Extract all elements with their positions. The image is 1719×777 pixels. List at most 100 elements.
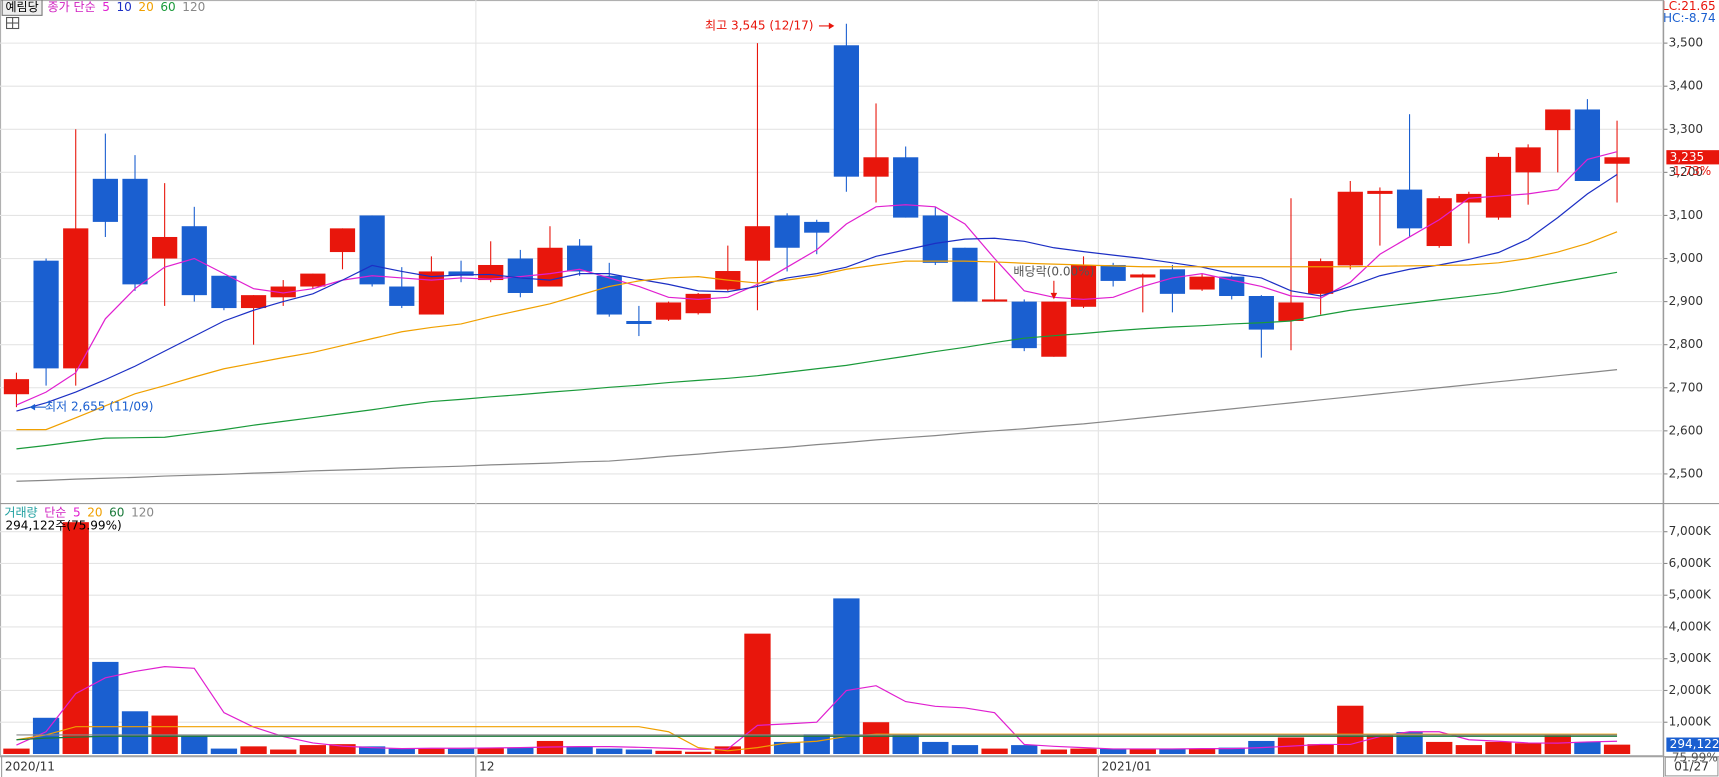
- volume-bar: [892, 735, 919, 754]
- volume-bar: [1337, 705, 1364, 754]
- volume-bar: [1485, 741, 1512, 754]
- volume-bar: [329, 744, 356, 754]
- candle-body: [418, 271, 445, 315]
- candle-body: [448, 271, 474, 276]
- ma-line: [16, 735, 1618, 741]
- volume-bar: [388, 748, 415, 754]
- x-tick-label: 2021/01: [1102, 760, 1152, 774]
- candle-body: [1248, 296, 1274, 330]
- y-tick-label: 6,000K: [1669, 556, 1712, 570]
- volume-bar: [270, 749, 297, 754]
- candle-body: [92, 178, 118, 222]
- volume-bar: [299, 745, 327, 754]
- legend-entry: 60: [160, 0, 175, 14]
- volume-bar: [1040, 749, 1068, 754]
- volume-bar: [181, 736, 208, 754]
- candle-body: [655, 302, 682, 320]
- y-tick-label: 2,900: [1669, 294, 1704, 308]
- candle-body: [596, 275, 622, 315]
- volume-bar: [803, 734, 830, 754]
- ma-line: [16, 726, 1618, 752]
- stock-name-box: [1, 0, 43, 16]
- lc-label: LC:21.65: [1662, 0, 1716, 13]
- volume-bar: [981, 748, 1008, 754]
- x-tick-label: 12: [479, 760, 494, 774]
- candle-body: [1396, 189, 1423, 229]
- candle-body: [774, 215, 800, 248]
- candle-body: [744, 226, 771, 261]
- candle-body: [1426, 198, 1452, 247]
- volume-bar: [358, 746, 386, 754]
- ma-line: [16, 271, 1618, 450]
- x-tick-label: 2020/11: [5, 760, 55, 774]
- y-tick-label: 3,100: [1669, 208, 1704, 222]
- y-tick-label: 3,500: [1669, 36, 1704, 50]
- ma-line: [16, 173, 1618, 412]
- volume-bar: [1514, 743, 1542, 754]
- volume-bar: [922, 741, 949, 754]
- low-note: 최저 2,655 (11/09): [45, 400, 153, 414]
- candle-body: [63, 228, 89, 369]
- y-tick-label: 5,000K: [1669, 588, 1712, 602]
- volume-bar: [833, 598, 860, 754]
- candle-body: [863, 157, 889, 177]
- volume-bar: [1426, 741, 1453, 754]
- volume-bar: [1011, 745, 1038, 754]
- candle-body: [122, 178, 148, 285]
- candle-body: [211, 275, 237, 309]
- candle-body: [1159, 269, 1186, 294]
- volume-bar: [1129, 748, 1156, 754]
- y-tick-label: 3,000: [1669, 251, 1704, 265]
- legend-entry: 5: [102, 0, 110, 14]
- candle-body: [1100, 264, 1126, 281]
- volume-bar: [773, 741, 801, 754]
- volume-bar: [1574, 741, 1601, 754]
- candle-body: [33, 260, 59, 369]
- volume-bar: [1218, 747, 1245, 754]
- volume-bar: [121, 711, 149, 754]
- note-arrowhead: [1050, 292, 1058, 300]
- candle-body: [152, 236, 178, 259]
- candle-body: [1337, 191, 1363, 266]
- ma-line: [16, 231, 1618, 431]
- candle-body: [981, 299, 1008, 302]
- candle-body: [389, 286, 415, 306]
- legend-entry: 20: [87, 505, 102, 519]
- candle-body: [478, 264, 504, 281]
- hc-label: HC:-8.74: [1663, 11, 1716, 25]
- candle-body: [1545, 109, 1571, 131]
- stock-name: 예림당: [5, 0, 38, 14]
- volume-bar: [1159, 748, 1186, 754]
- y-tick-label: 7,000K: [1669, 524, 1712, 538]
- candle-body: [1130, 274, 1156, 278]
- volume-bar: [1366, 734, 1394, 754]
- ma-line: [16, 151, 1618, 406]
- price-tag-label: 3,235: [1670, 150, 1705, 164]
- candle-body: [1604, 157, 1630, 164]
- volume-bar: [1307, 744, 1334, 754]
- volume-bar: [210, 748, 238, 754]
- event-note: 배당락(0.00%): [1013, 265, 1094, 279]
- legend-entry: 60: [109, 505, 124, 519]
- legend-title: 종가 단순: [48, 0, 96, 14]
- volume-bar: [1099, 748, 1127, 754]
- price-tag: [1666, 150, 1719, 165]
- candle-body: [893, 157, 919, 218]
- candle-body: [329, 228, 356, 253]
- candle-body: [270, 286, 296, 298]
- high-note: 최고 3,545 (12/17): [705, 18, 813, 32]
- candle-body: [567, 245, 593, 272]
- candle-body: [1041, 301, 1067, 357]
- y-tick-label: 3,000K: [1669, 651, 1712, 665]
- volume-tag-label: 294,122: [1670, 737, 1719, 751]
- y-tick-label: 2,600: [1669, 423, 1704, 437]
- y-tick-label: 2,800: [1669, 337, 1704, 351]
- volume-bar: [625, 749, 653, 754]
- candle-body: [1278, 302, 1304, 321]
- last-date: 01/27: [1674, 760, 1709, 774]
- ma-line: [16, 369, 1618, 482]
- candle-body: [1367, 190, 1393, 194]
- note-arrowhead: [29, 403, 36, 411]
- volume-bar: [566, 746, 593, 754]
- candle-body: [833, 45, 859, 177]
